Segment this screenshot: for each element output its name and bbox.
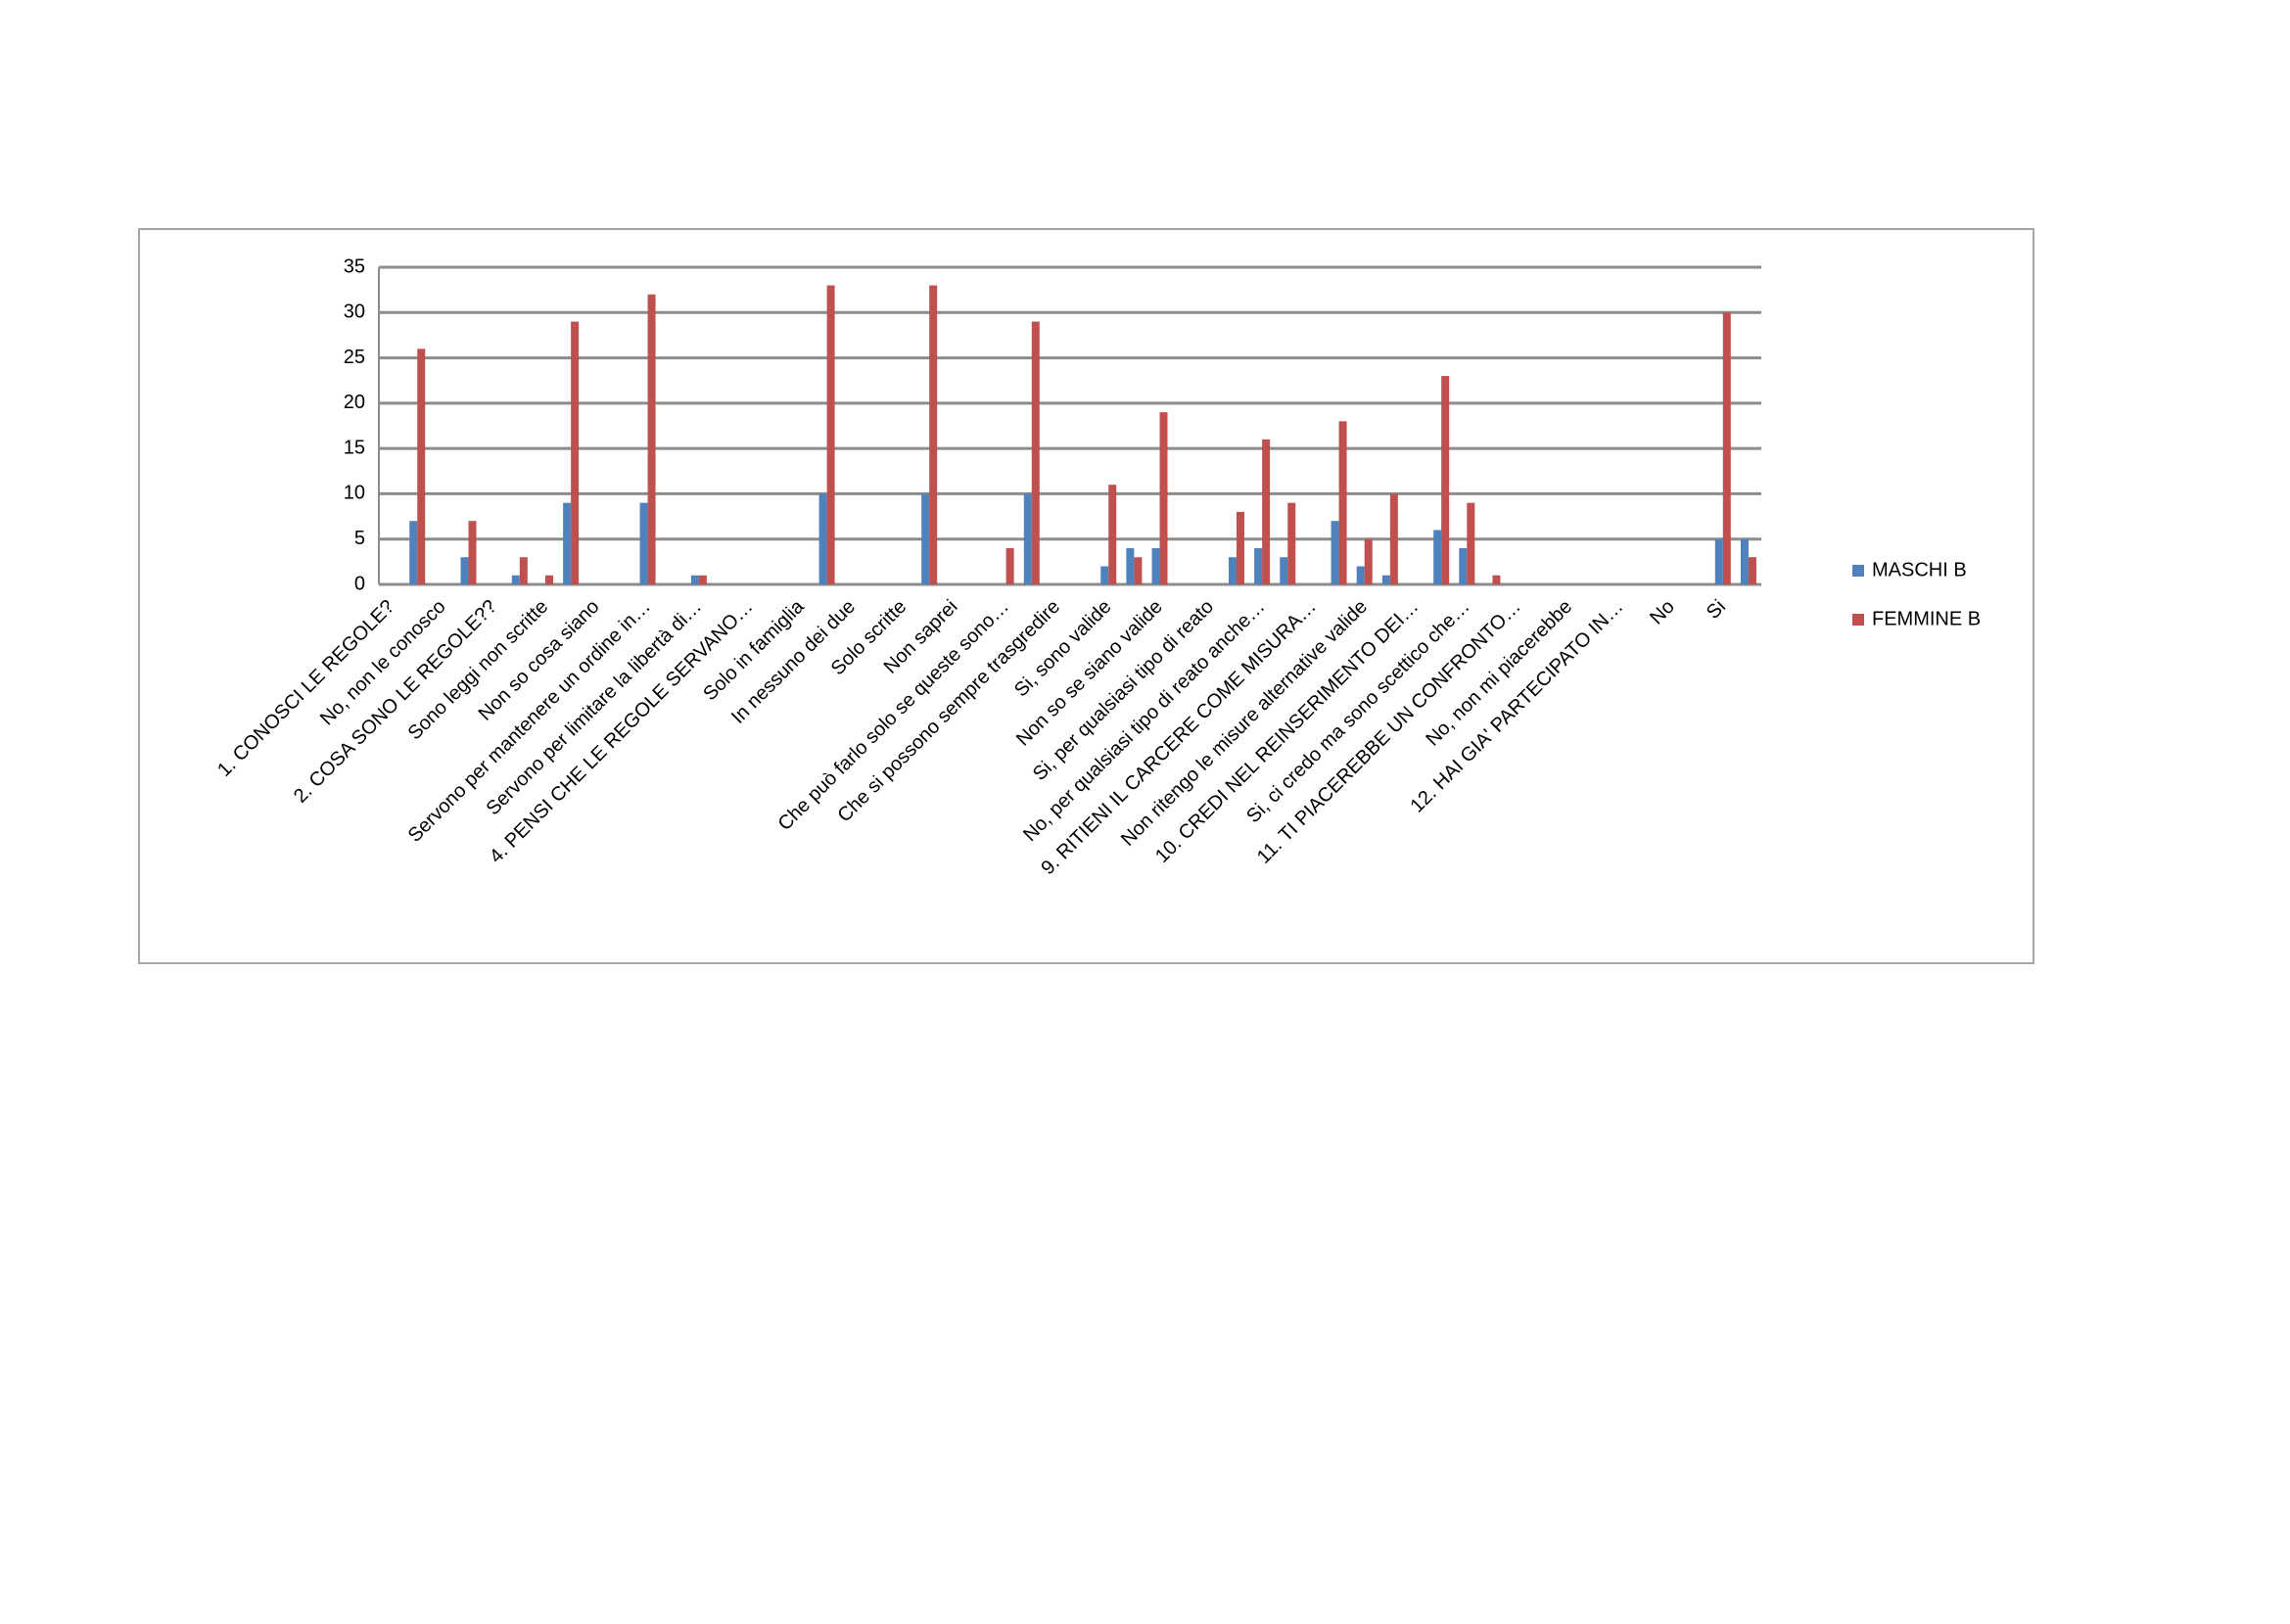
bar (1151, 547, 1160, 584)
bar (1159, 412, 1168, 584)
bar (1459, 547, 1468, 584)
bar (1389, 493, 1398, 584)
bar (1228, 557, 1237, 584)
legend-label: FEMMINE B (1872, 608, 1981, 629)
bar (1356, 566, 1365, 584)
bar (409, 521, 418, 584)
bar (1338, 421, 1347, 584)
bar (511, 575, 520, 584)
bar (1381, 575, 1390, 584)
bar (563, 502, 572, 584)
bar (639, 502, 648, 584)
bar (1031, 321, 1040, 584)
legend-label: MASCHI B (1872, 559, 1967, 580)
y-tick-label: 0 (354, 573, 365, 594)
bar (544, 575, 553, 584)
bar (929, 285, 938, 584)
bar (1331, 521, 1339, 584)
bar (1280, 557, 1288, 584)
bar (698, 575, 707, 584)
y-tick-label: 5 (354, 528, 365, 549)
bar (468, 521, 477, 584)
bar (1287, 502, 1296, 584)
bar (1492, 575, 1501, 584)
bar (571, 321, 580, 584)
bar (690, 575, 699, 584)
bar (1134, 557, 1143, 584)
chart-frame (138, 228, 2034, 964)
bar (818, 493, 827, 584)
bar (1433, 530, 1442, 584)
bar (1236, 511, 1244, 584)
bar (826, 285, 835, 584)
legend-swatch (1852, 614, 1864, 626)
y-tick-label: 15 (344, 437, 365, 458)
bar (1262, 439, 1271, 584)
bar (1740, 538, 1749, 584)
bar (1023, 493, 1032, 584)
bar (921, 493, 930, 584)
bar (1467, 502, 1475, 584)
legend-swatch (1852, 565, 1864, 577)
bar (417, 348, 426, 584)
y-tick-label: 25 (344, 347, 365, 368)
y-tick-label: 30 (344, 302, 365, 323)
bar (519, 557, 528, 584)
bar (647, 294, 656, 584)
bar (1126, 547, 1135, 584)
y-tick-label: 10 (344, 483, 365, 504)
bar (1748, 557, 1756, 584)
bar (1005, 547, 1014, 584)
bar (1441, 376, 1450, 584)
bar (1722, 312, 1731, 584)
bar (1100, 566, 1109, 584)
bar (1364, 538, 1373, 584)
y-tick-label: 35 (344, 255, 365, 277)
bar (1108, 485, 1117, 584)
bar (1254, 547, 1263, 584)
bar (1714, 538, 1723, 584)
y-tick-label: 20 (344, 392, 365, 413)
bar (460, 557, 469, 584)
